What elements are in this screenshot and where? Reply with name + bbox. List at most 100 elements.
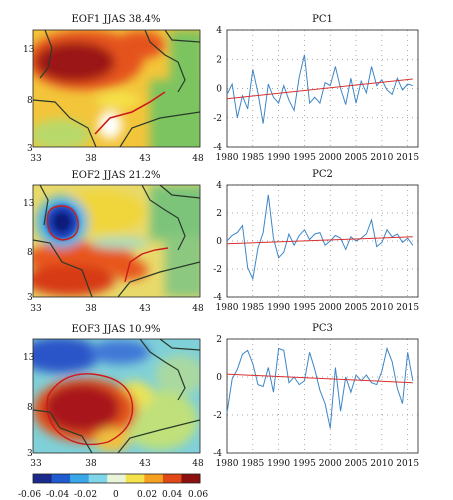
x-tick-label: 2000 [319, 459, 342, 469]
eof3-ytick: 13 [23, 353, 35, 363]
colorbar-cell [162, 474, 182, 483]
x-tick-label: 2015 [396, 153, 419, 163]
eof3-map: EOF3 JJAS 10.9% 13 [23, 324, 204, 469]
x-tick-label: 2000 [319, 153, 342, 163]
y-tick-label: 0 [216, 373, 222, 383]
y-tick-label: 0 [216, 237, 222, 247]
eof3-ytick: 3 [27, 449, 33, 459]
eof3-borders [33, 339, 200, 453]
eof2-xtick: 43 [139, 304, 151, 314]
x-tick-label: 2015 [396, 303, 419, 313]
x-tick-label: 1980 [216, 303, 239, 313]
y-tick-label: -4 [213, 143, 222, 153]
y-tick-label: 2 [216, 335, 222, 345]
eof3-xtick: 38 [85, 459, 97, 469]
colorbar-cell [181, 474, 201, 483]
eof1-xtick: 33 [30, 154, 42, 164]
eof2-borders [33, 185, 200, 297]
x-tick-label: 2010 [370, 303, 393, 313]
eof3-xtick: 43 [139, 459, 151, 469]
colorbar-cell [51, 474, 71, 483]
colorbar-cell [107, 474, 127, 483]
x-tick-label: 1980 [216, 153, 239, 163]
eof2-xtick: 38 [85, 304, 97, 314]
eof1-title: EOF1 JJAS 38.4% [71, 14, 160, 25]
pc2-chart: PC2 1980 1985 1990 1995 2000 2005 2010 2015 4 2 0 -2… [213, 169, 419, 313]
y-tick-label: 0 [216, 85, 222, 95]
eof3-title: EOF3 JJAS 10.9% [71, 324, 160, 335]
y-tick-label: 4 [216, 181, 222, 191]
eof1-x-ticks: 33 38 43 48 [30, 154, 204, 164]
colorbar-tick: -0.06 [18, 490, 41, 500]
colorbar-tick: 0 [113, 490, 119, 500]
eof1-ytick: 3 [27, 144, 33, 154]
eof1-xtick: 38 [85, 154, 97, 164]
eof3-xtick: 33 [30, 459, 42, 469]
pc2-series-line [226, 194, 414, 281]
plot-frame [226, 29, 419, 148]
colorbar-cell [125, 474, 145, 483]
eof1-map: EOF1 JJAS 38.4% [23, 14, 204, 164]
colorbar-cells [33, 474, 201, 483]
x-tick-label: 1995 [293, 459, 316, 469]
plot-frame [226, 338, 419, 454]
y-tick-label: 2 [216, 209, 222, 219]
pc1-trend-line [226, 78, 413, 100]
y-tick-label: -2 [213, 411, 222, 421]
x-tick-label: 1990 [267, 459, 290, 469]
eof1-xtick: 43 [139, 154, 151, 164]
eof2-field [33, 185, 200, 297]
x-tick-label: 2010 [370, 459, 393, 469]
colorbar-tick: -0.02 [74, 490, 97, 500]
pc1-title: PC1 [312, 14, 333, 25]
eof1-ytick: 13 [23, 45, 35, 55]
eof2-map: EOF2 JJAS 21.2% [23, 170, 204, 314]
eof1-y-ticks: 13 8 3 [23, 45, 35, 154]
pc1-series-line [226, 54, 413, 124]
x-tick-label: 1980 [216, 459, 239, 469]
eof2-y-ticks: 13 8 3 [23, 199, 35, 303]
pc3-chart: PC3 1980 1985 1990 1995 2000 2005 2010 2015 2 0 -2 -… [213, 323, 419, 469]
x-tick-label: 1985 [241, 303, 264, 313]
eof2-ytick: 8 [27, 248, 33, 258]
colorbar-ticks: -0.06 -0.04 -0.02 0 0.02 0.04 0.06 [18, 490, 208, 500]
eof3-field [33, 339, 200, 453]
pc1-chart: PC1 1980 1985 1990 1995 2000 2005 2010 2015 4 2 0 -2… [213, 14, 419, 163]
pc2-trend-line [226, 236, 413, 245]
eof2-title: EOF2 JJAS 21.2% [71, 170, 160, 181]
eof1-xtick: 48 [192, 154, 204, 164]
y-tick-label: -4 [213, 449, 222, 459]
x-tick-label: 1995 [293, 303, 316, 313]
eof1-field [33, 30, 200, 147]
colorbar-tick: -0.04 [46, 490, 69, 500]
x-tick-label: 1985 [241, 459, 264, 469]
eof3-x-ticks: 33 38 43 48 [30, 459, 204, 469]
eof1-borders [33, 30, 200, 147]
pc3-title: PC3 [312, 323, 333, 334]
x-tick-label: 2010 [370, 153, 393, 163]
pc3-series-line [226, 346, 414, 429]
colorbar-cell [33, 474, 53, 483]
eof2-x-ticks: 33 38 43 48 [30, 304, 204, 314]
eof3-xtick: 48 [192, 459, 204, 469]
colorbar-cell [70, 474, 90, 483]
x-tick-label: 2005 [345, 153, 368, 163]
eof2-ytick: 3 [27, 293, 33, 303]
x-tick-label: 1990 [267, 303, 290, 313]
pc3-trend-line [226, 373, 413, 384]
x-tick-label: 2005 [345, 459, 368, 469]
eof1-ytick: 8 [27, 96, 33, 106]
eof2-ytick: 13 [23, 199, 35, 209]
x-tick-label: 1985 [241, 153, 264, 163]
y-tick-label: -2 [213, 114, 222, 124]
x-tick-label: 1995 [293, 153, 316, 163]
y-tick-label: 2 [216, 55, 222, 65]
colorbar-tick: 0.04 [162, 490, 182, 500]
colorbar: -0.06 -0.04 -0.02 0 0.02 0.04 0.06 [18, 473, 208, 500]
eof3-y-ticks: 13 8 3 [23, 353, 35, 459]
x-tick-label: 2015 [396, 459, 419, 469]
pc2-title: PC2 [312, 169, 333, 180]
colorbar-tick: 0.02 [137, 490, 157, 500]
